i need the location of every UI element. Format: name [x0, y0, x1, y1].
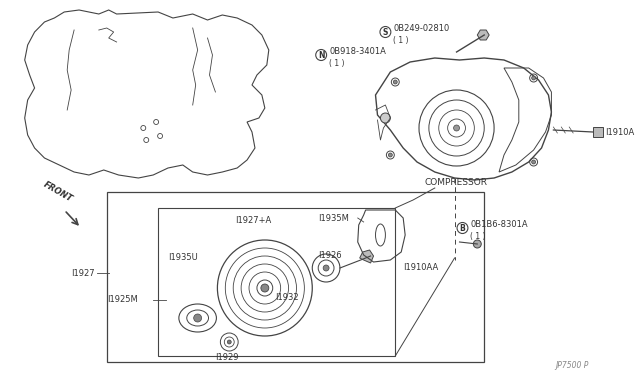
- Text: I1927+A: I1927+A: [235, 215, 271, 224]
- Text: 0B249-02810: 0B249-02810: [394, 23, 449, 32]
- Circle shape: [194, 314, 202, 322]
- Bar: [158, 208, 396, 356]
- Text: I1929: I1929: [216, 353, 239, 362]
- Text: JP7500 P: JP7500 P: [556, 361, 589, 370]
- Text: N: N: [318, 51, 324, 60]
- Bar: [107, 192, 484, 362]
- Text: I1910AA: I1910AA: [403, 263, 438, 273]
- Circle shape: [261, 284, 269, 292]
- Text: ( 1 ): ( 1 ): [394, 35, 409, 45]
- Circle shape: [380, 113, 390, 123]
- Circle shape: [532, 76, 536, 80]
- Polygon shape: [477, 30, 489, 40]
- Circle shape: [532, 160, 536, 164]
- Text: I1932: I1932: [275, 294, 298, 302]
- Bar: [593, 127, 603, 137]
- Text: I1925M: I1925M: [107, 295, 138, 305]
- Circle shape: [454, 125, 460, 131]
- Circle shape: [227, 340, 231, 344]
- Circle shape: [388, 153, 392, 157]
- Text: FRONT: FRONT: [42, 180, 74, 204]
- Text: I1935M: I1935M: [318, 214, 349, 222]
- Text: COMPRESSOR: COMPRESSOR: [425, 177, 488, 186]
- Text: I1935U: I1935U: [168, 253, 198, 263]
- Text: I1926: I1926: [318, 250, 342, 260]
- Circle shape: [323, 265, 329, 271]
- Text: I1910A: I1910A: [605, 128, 634, 137]
- Text: ( 1 ): ( 1 ): [470, 231, 486, 241]
- Circle shape: [474, 240, 481, 248]
- Polygon shape: [360, 250, 374, 263]
- Text: ( 1 ): ( 1 ): [329, 58, 344, 67]
- Text: 0B918-3401A: 0B918-3401A: [329, 46, 386, 55]
- Circle shape: [394, 80, 397, 84]
- Text: B: B: [460, 224, 465, 232]
- Text: S: S: [383, 28, 388, 36]
- Text: I1927: I1927: [71, 269, 95, 278]
- Text: 0B1B6-8301A: 0B1B6-8301A: [470, 219, 528, 228]
